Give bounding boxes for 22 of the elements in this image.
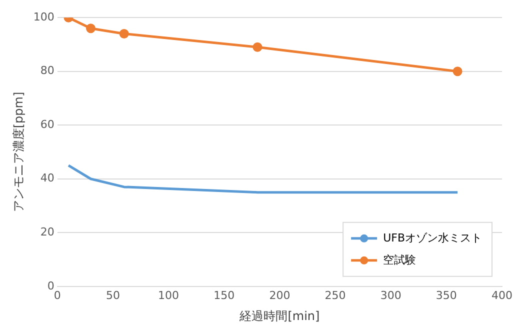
point [452, 66, 462, 76]
point [252, 42, 262, 52]
y-tick-label: 0 [47, 279, 54, 292]
legend-label: UFBオゾン水ミスト [383, 231, 482, 244]
x-tick-label: 200 [269, 288, 290, 302]
x-tick-label: 150 [214, 288, 235, 302]
y-tick-label: 100 [33, 10, 54, 24]
x-tick-label: 300 [380, 288, 402, 302]
x-tick-label: 350 [436, 288, 457, 302]
x-axis-title: 経過時間[min] [238, 308, 320, 323]
x-tick-label: 50 [106, 288, 120, 302]
point [86, 24, 96, 34]
y-tick-label: 40 [40, 172, 54, 185]
y-tick-label: 80 [40, 64, 54, 78]
x-tick-label: 250 [324, 288, 346, 302]
point [119, 28, 129, 38]
x-tick-label: 400 [492, 288, 512, 302]
legend-label: 空試験 [383, 253, 416, 266]
y-tick-label: 60 [40, 118, 54, 131]
y-tick-label: 20 [40, 226, 54, 238]
x-tick-label: 100 [158, 288, 180, 302]
y-axis-title: アンモニア濃度[ppm] [11, 92, 26, 212]
